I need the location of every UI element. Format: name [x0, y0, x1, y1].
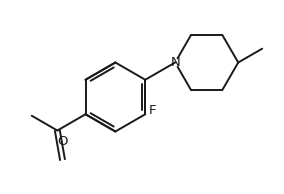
Text: F: F	[149, 104, 157, 117]
Text: O: O	[57, 135, 68, 148]
Text: N: N	[170, 56, 180, 69]
